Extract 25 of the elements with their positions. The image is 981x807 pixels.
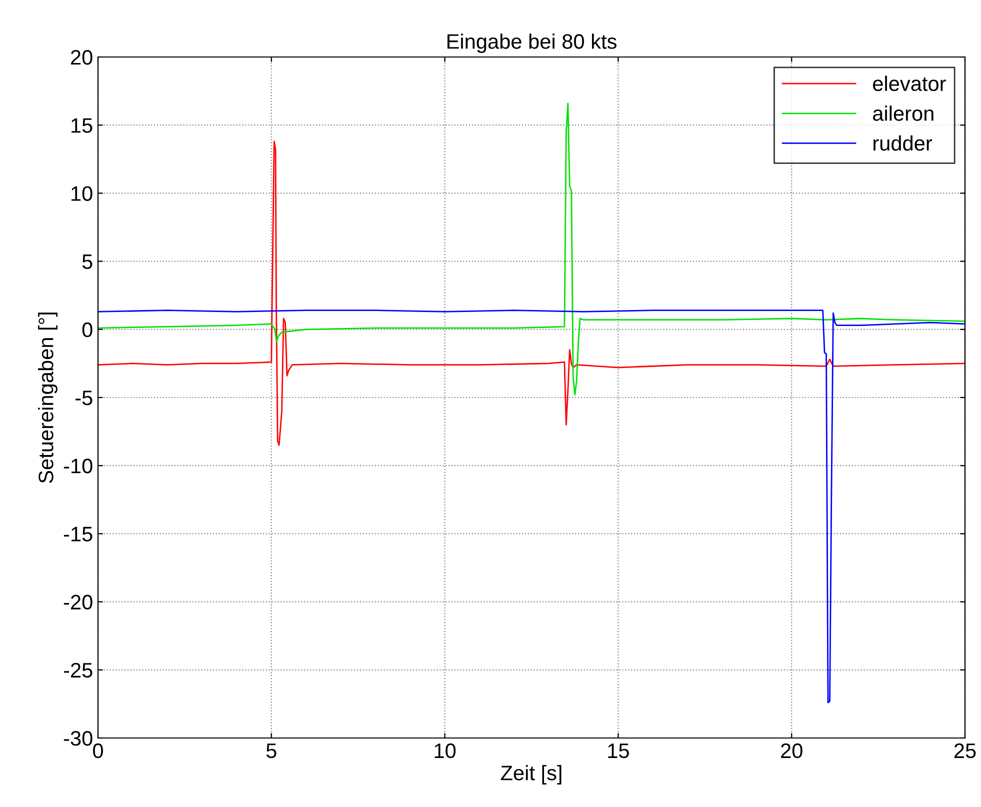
x-tick-label: 5: [266, 744, 276, 758]
y-tick-label: -5: [76, 390, 92, 406]
x-axis-title: Zeit [s]: [500, 765, 562, 784]
y-tick-label: 10: [72, 186, 92, 201]
y-tick-label: 5: [82, 254, 92, 270]
x-tick-label: 10: [434, 743, 456, 758]
line-series: [98, 102, 965, 396]
legend-label: rudder: [874, 135, 932, 151]
y-tick-label: 20: [71, 50, 92, 65]
x-tick-label: 15: [608, 744, 629, 758]
legend-label: elevator: [873, 76, 946, 92]
y-tick-label: 0: [82, 322, 92, 338]
y-tick-label: -10: [64, 458, 92, 474]
y-tick-label: 15: [72, 118, 92, 133]
y-tick-label: -30: [64, 731, 92, 746]
y-tick-label: -20: [64, 594, 92, 610]
line-series: [98, 310, 965, 704]
y-axis-title: Setuereingaben [°]: [38, 312, 58, 483]
chart-title: Eingabe bei 80 kts: [448, 34, 616, 53]
x-tick-label: 0: [93, 743, 103, 758]
x-tick-label: 20: [781, 743, 802, 758]
x-tick-label: 25: [954, 743, 976, 758]
y-tick-label: -25: [64, 662, 92, 678]
legend-label: aileron: [873, 106, 934, 121]
y-tick-label: -15: [64, 526, 92, 542]
